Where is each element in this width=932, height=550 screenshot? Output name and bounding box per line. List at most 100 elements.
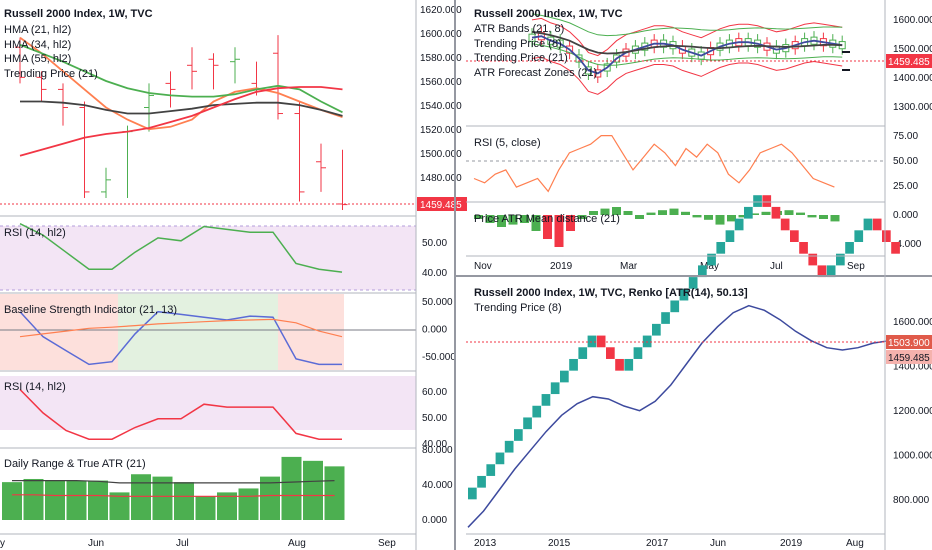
rb-year-4: 2019 <box>780 538 803 549</box>
renko-brick-11 <box>569 358 578 371</box>
rb-price-tick-3: 1000.000 <box>893 451 932 462</box>
left-month-4: Sep <box>378 538 396 549</box>
renko-brick-12 <box>578 347 588 359</box>
renko-brick-18 <box>633 347 643 359</box>
renko-brick-29 <box>734 218 744 231</box>
renko-brick-14 <box>596 335 606 348</box>
right-bottom-panel: 1600.000 1400.000 1200.000 1000.000 800.000 1… <box>466 195 932 549</box>
left-price-tick-0: 1620.000 <box>420 5 462 16</box>
renko-brick-9 <box>550 382 560 395</box>
rt-month-3: May <box>700 261 719 272</box>
atr-bar-10 <box>217 492 237 520</box>
rt-price-tag: 1459.485 <box>888 57 930 68</box>
rsi1-tick-0: 50.00 <box>422 238 447 249</box>
renko-brick-21 <box>661 312 670 324</box>
renko-brick-16 <box>615 358 624 371</box>
atr-line <box>12 480 335 484</box>
rt-legend-2: Trending Price (8) <box>474 38 562 50</box>
bsi-tick-1: 0.000 <box>422 325 447 336</box>
rsi2-tick-2: 40.00 <box>422 439 447 450</box>
rb-price-tick-1: 1400.000 <box>893 362 932 373</box>
bsi-bg-3 <box>278 294 344 370</box>
renko-brick-17 <box>624 358 634 371</box>
renko-trend-8 <box>467 304 890 528</box>
rb-year-2: 2017 <box>646 538 669 549</box>
renko-brick-30 <box>744 206 753 219</box>
atr-bar-2 <box>45 480 65 520</box>
rb-year-0: 2013 <box>474 538 497 549</box>
atr-tick-1: 40.000 <box>422 480 453 491</box>
renko-brick-23 <box>679 288 689 301</box>
rt-dist-bar-15 <box>646 212 656 215</box>
rb-year-5: Aug <box>846 538 864 549</box>
atr-bar-5 <box>109 492 130 520</box>
left-price-tick-5: 1520.000 <box>420 125 462 136</box>
rt-rsi-tick-1: 50.00 <box>893 156 918 167</box>
rsi2-label: RSI (14, hl2) <box>4 381 66 393</box>
atr-label: Daily Range & True ATR (21) <box>4 458 146 470</box>
rb-price-tick-2: 1200.000 <box>893 406 932 417</box>
left-price-tick-7: 1480.000 <box>420 173 462 184</box>
left-legend-3: HMA (55, hl2) <box>4 53 71 65</box>
rt-price-tick-3: 1300.000 <box>893 102 932 113</box>
rt-price-tick-0: 1600.000 <box>893 15 932 26</box>
rb-title: Russell 2000 Index, 1W, TVC, Renko [ATR(… <box>474 287 748 299</box>
renko-brick-3 <box>495 452 505 465</box>
renko-brick-10 <box>560 370 569 383</box>
atr-bar-8 <box>174 482 194 520</box>
rt-atr-lower <box>531 56 843 95</box>
rt-dist-bar-18 <box>681 211 690 215</box>
left-month-3: Aug <box>288 538 306 549</box>
left-price-tick-2: 1580.000 <box>420 53 462 64</box>
rsi1-line <box>19 223 343 273</box>
atr-bar-4 <box>88 480 108 520</box>
renko-brick-28 <box>725 230 735 242</box>
rt-zone-lower <box>531 43 843 66</box>
left-legend-2: HMA (34, hl2) <box>4 39 71 51</box>
rt-dist-bar-23 <box>738 215 748 218</box>
rt-price-tick-1: 1500.000 <box>893 44 932 55</box>
renko-brick-8 <box>541 394 551 406</box>
rsi1-label: RSI (14, hl2) <box>4 227 66 239</box>
rt-rsi-label: RSI (5, close) <box>474 137 541 149</box>
rt-dist-bar-5 <box>531 215 541 231</box>
rt-dist-bar-31 <box>830 215 840 222</box>
atr-bar-6 <box>131 474 151 520</box>
atr-tick-2: 0.000 <box>422 515 447 526</box>
renko-brick-1 <box>477 475 486 488</box>
left-legend-1: HMA (21, hl2) <box>4 24 71 36</box>
left-legend-4: Trending Price (21) <box>4 68 98 80</box>
renko-brick-34 <box>780 218 790 231</box>
renko-brick-26 <box>707 253 716 266</box>
rt-rsi-tick-2: 25.00 <box>893 181 918 192</box>
rt-dist-bar-13 <box>623 211 633 215</box>
renko-brick-2 <box>486 464 496 476</box>
left-panel: 1620.000 1600.000 1580.000 1560.000 1540.000… <box>0 5 467 549</box>
left-title: Russell 2000 Index, 1W, TVC <box>4 8 153 20</box>
rsi2-line <box>19 388 342 440</box>
renko-brick-37 <box>808 253 818 266</box>
left-price-tick-3: 1560.000 <box>420 77 462 88</box>
rt-dist-bar-30 <box>819 215 828 219</box>
renko-brick-0 <box>468 487 477 500</box>
rt-dist-bar-14 <box>635 215 644 219</box>
left-series-3 <box>19 86 343 157</box>
renko-brick-32 <box>762 195 772 207</box>
atr-line-2 <box>12 494 335 497</box>
renko-brick-31 <box>753 195 762 207</box>
rsi1-band <box>0 226 416 290</box>
renko-brick-41 <box>845 241 854 254</box>
rsi1-tick-1: 40.00 <box>422 268 447 279</box>
atr-tick-0: 80.000 <box>422 445 453 456</box>
rt-dist-bar-11 <box>600 208 610 215</box>
rt-dist-bar-28 <box>796 212 805 215</box>
rt-dist-bar-7 <box>554 215 564 247</box>
atr-bar-13 <box>281 456 302 520</box>
atr-bar-0 <box>2 482 22 520</box>
rt-month-0: Nov <box>474 261 492 272</box>
rb-tag-upper: 1503.900 <box>888 338 930 349</box>
rt-month-4: Jul <box>770 261 783 272</box>
rb-year-3: Jun <box>710 538 726 549</box>
left-month-0: y <box>0 538 5 549</box>
